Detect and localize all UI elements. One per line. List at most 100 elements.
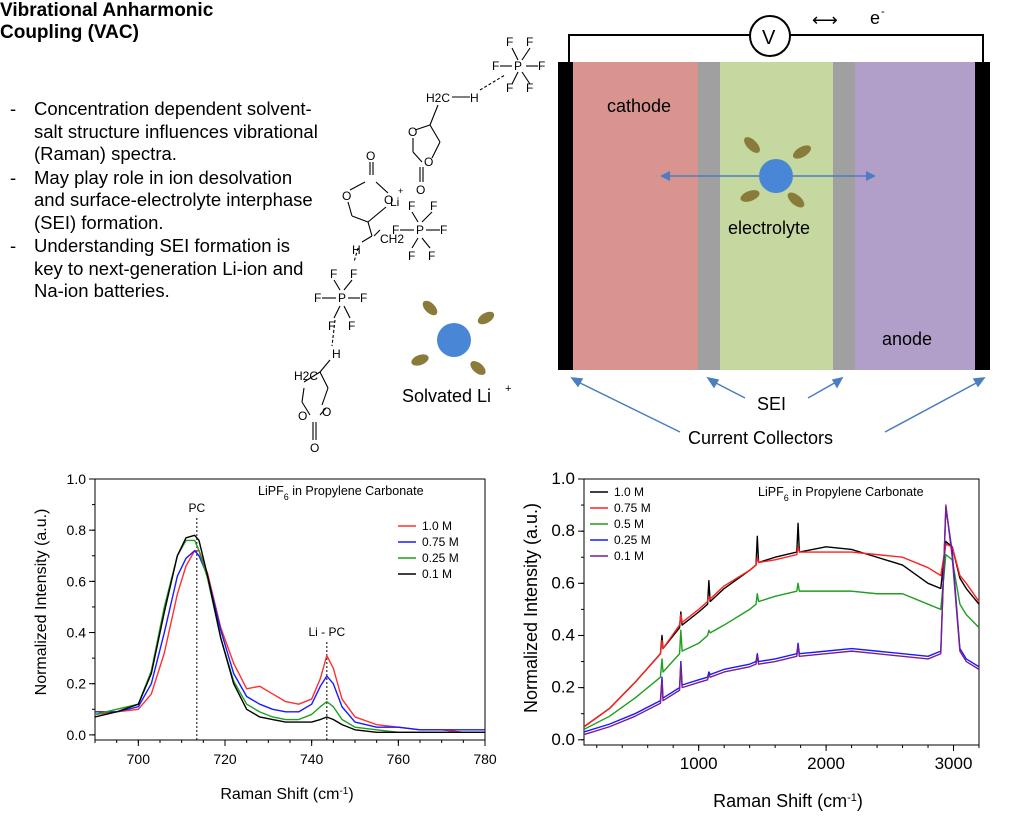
battery-diagram: V ⟷ e - cathode electrolyte anode SEI Cu… xyxy=(558,6,990,448)
bullet-item: May play role in ion desolvation and sur… xyxy=(8,167,318,235)
plot-frame xyxy=(583,478,980,746)
atom-label: O xyxy=(384,193,393,207)
pointer-arrows xyxy=(570,376,986,433)
atom-label: H xyxy=(332,347,341,361)
legend-label: 1.0 M xyxy=(614,485,644,499)
electron-arrow-icon: ⟷ xyxy=(812,10,838,30)
atom-label: F xyxy=(506,35,513,49)
atom-label: F xyxy=(314,291,321,305)
series-line xyxy=(583,543,980,728)
atom-label: F xyxy=(506,81,513,95)
x-tick-label: 740 xyxy=(300,751,324,767)
current-collector-left xyxy=(558,62,573,370)
li-label: Li xyxy=(390,195,399,209)
solvated-ion-icon xyxy=(411,300,495,375)
x-tick-label: 2000 xyxy=(807,754,845,773)
x-axis-label: Raman Shift (cm-1) xyxy=(220,786,353,804)
annotation-label: PC xyxy=(188,501,205,515)
atom-label: F xyxy=(430,199,437,213)
legend-label: 0.75 M xyxy=(614,501,651,515)
y-tick-label: 0.2 xyxy=(67,676,87,692)
y-tick-label: 0.6 xyxy=(551,573,575,592)
y-tick-label: 0.4 xyxy=(67,625,87,641)
atom-label: H xyxy=(352,243,361,257)
legend-label: 0.1 M xyxy=(614,549,644,563)
voltmeter-label: V xyxy=(762,27,776,49)
electrolyte-label: electrolyte xyxy=(728,218,810,238)
y-tick-label: 0.4 xyxy=(551,625,575,644)
bullet-item: Understanding SEI formation is key to ne… xyxy=(8,235,318,303)
y-tick-label: 0.6 xyxy=(67,573,87,589)
series-line xyxy=(95,549,485,731)
ion-transport-icon xyxy=(660,137,876,208)
series-line xyxy=(94,549,485,734)
x-axis-label: Raman Shift (cm-1) xyxy=(713,791,863,811)
voltmeter-icon xyxy=(749,15,791,57)
atom-label: O xyxy=(424,155,433,169)
atom-label: O xyxy=(416,183,425,197)
annotation-label: Li - PC xyxy=(308,625,345,639)
atom-label: O xyxy=(342,189,351,203)
chart-title: LiPF6 in Propylene Carbonate xyxy=(258,484,424,502)
collectors-label: Current Collectors xyxy=(688,428,833,448)
y-tick-label: 0.8 xyxy=(551,521,575,540)
x-tick-label: 700 xyxy=(127,751,151,767)
y-tick-label: 0.8 xyxy=(67,522,87,538)
chart-title: LiPF6 in Propylene Carbonate xyxy=(758,485,924,503)
x-tick-label: 780 xyxy=(473,751,497,767)
atom-label: O xyxy=(366,149,375,163)
y-axis-label: Normalized Intensity (a.u.) xyxy=(521,503,541,713)
atom-label: H2C xyxy=(426,91,450,105)
atom-label: F xyxy=(440,223,447,237)
electron-label: e xyxy=(870,8,880,28)
atom-label: H xyxy=(470,91,479,105)
molecule-diagram: P F F F F F F H2C H O O O O O O Li + CH2… xyxy=(294,35,545,455)
atom-label: F xyxy=(428,249,435,263)
y-tick-label: 0.0 xyxy=(67,727,87,743)
atom-label: O xyxy=(310,441,319,455)
atom-label: F xyxy=(330,267,337,281)
intro-title: Vibrational Anharmonic Coupling (VAC) xyxy=(0,0,214,43)
bullet-item: Concentration dependent solvent-salt str… xyxy=(8,98,318,166)
atom-label: F xyxy=(538,59,545,73)
atom-label: F xyxy=(350,267,357,281)
y-tick-label: 0.2 xyxy=(551,678,575,697)
legend-label: 0.25 M xyxy=(614,533,651,547)
legend-label: 0.1 M xyxy=(422,567,452,581)
atom-label: CH2 xyxy=(380,232,404,246)
intro-bullets: Concentration dependent solvent-salt str… xyxy=(8,98,318,304)
atom-label: F xyxy=(408,199,415,213)
cathode-label: cathode xyxy=(607,96,671,116)
cathode-region xyxy=(573,62,698,370)
sei-label: SEI xyxy=(757,394,786,414)
solvated-sup: + xyxy=(505,383,511,395)
atom-label: P xyxy=(338,291,346,305)
atom-label: F xyxy=(408,249,415,263)
atom-label: O xyxy=(408,125,417,139)
electron-sup: - xyxy=(881,6,885,18)
x-tick-label: 760 xyxy=(387,751,411,767)
legend-label: 0.75 M xyxy=(422,535,459,549)
atom-label: F xyxy=(526,81,533,95)
y-tick-label: 1.0 xyxy=(67,471,87,487)
series-line xyxy=(583,506,980,733)
legend-label: 0.5 M xyxy=(614,517,644,531)
legend-label: 1.0 M xyxy=(422,519,452,533)
current-collector-right xyxy=(975,62,990,370)
series-line xyxy=(583,504,980,736)
atom-label: F xyxy=(492,59,499,73)
li-charge: + xyxy=(398,186,403,196)
y-tick-label: 0.0 xyxy=(551,730,575,749)
atom-label: P xyxy=(416,223,424,237)
chart-right: 0.0 0.2 0.4 0.6 0.8 1.0 1000 2000 3000 1.0 M 0.75… xyxy=(521,469,980,811)
atom-label: O xyxy=(322,405,331,419)
atom-label: F xyxy=(348,319,355,333)
atom-label: F xyxy=(392,223,399,237)
atom-label: F xyxy=(526,35,533,49)
series-line xyxy=(583,553,980,730)
series-line xyxy=(94,534,485,734)
chart-left: 0.0 0.2 0.4 0.6 0.8 1.0 700 720 740 760 780 PC Li - … xyxy=(33,471,497,804)
x-tick-label: 1000 xyxy=(680,754,718,773)
legend-label: 0.25 M xyxy=(422,551,459,565)
sei-layer-left xyxy=(698,62,720,370)
